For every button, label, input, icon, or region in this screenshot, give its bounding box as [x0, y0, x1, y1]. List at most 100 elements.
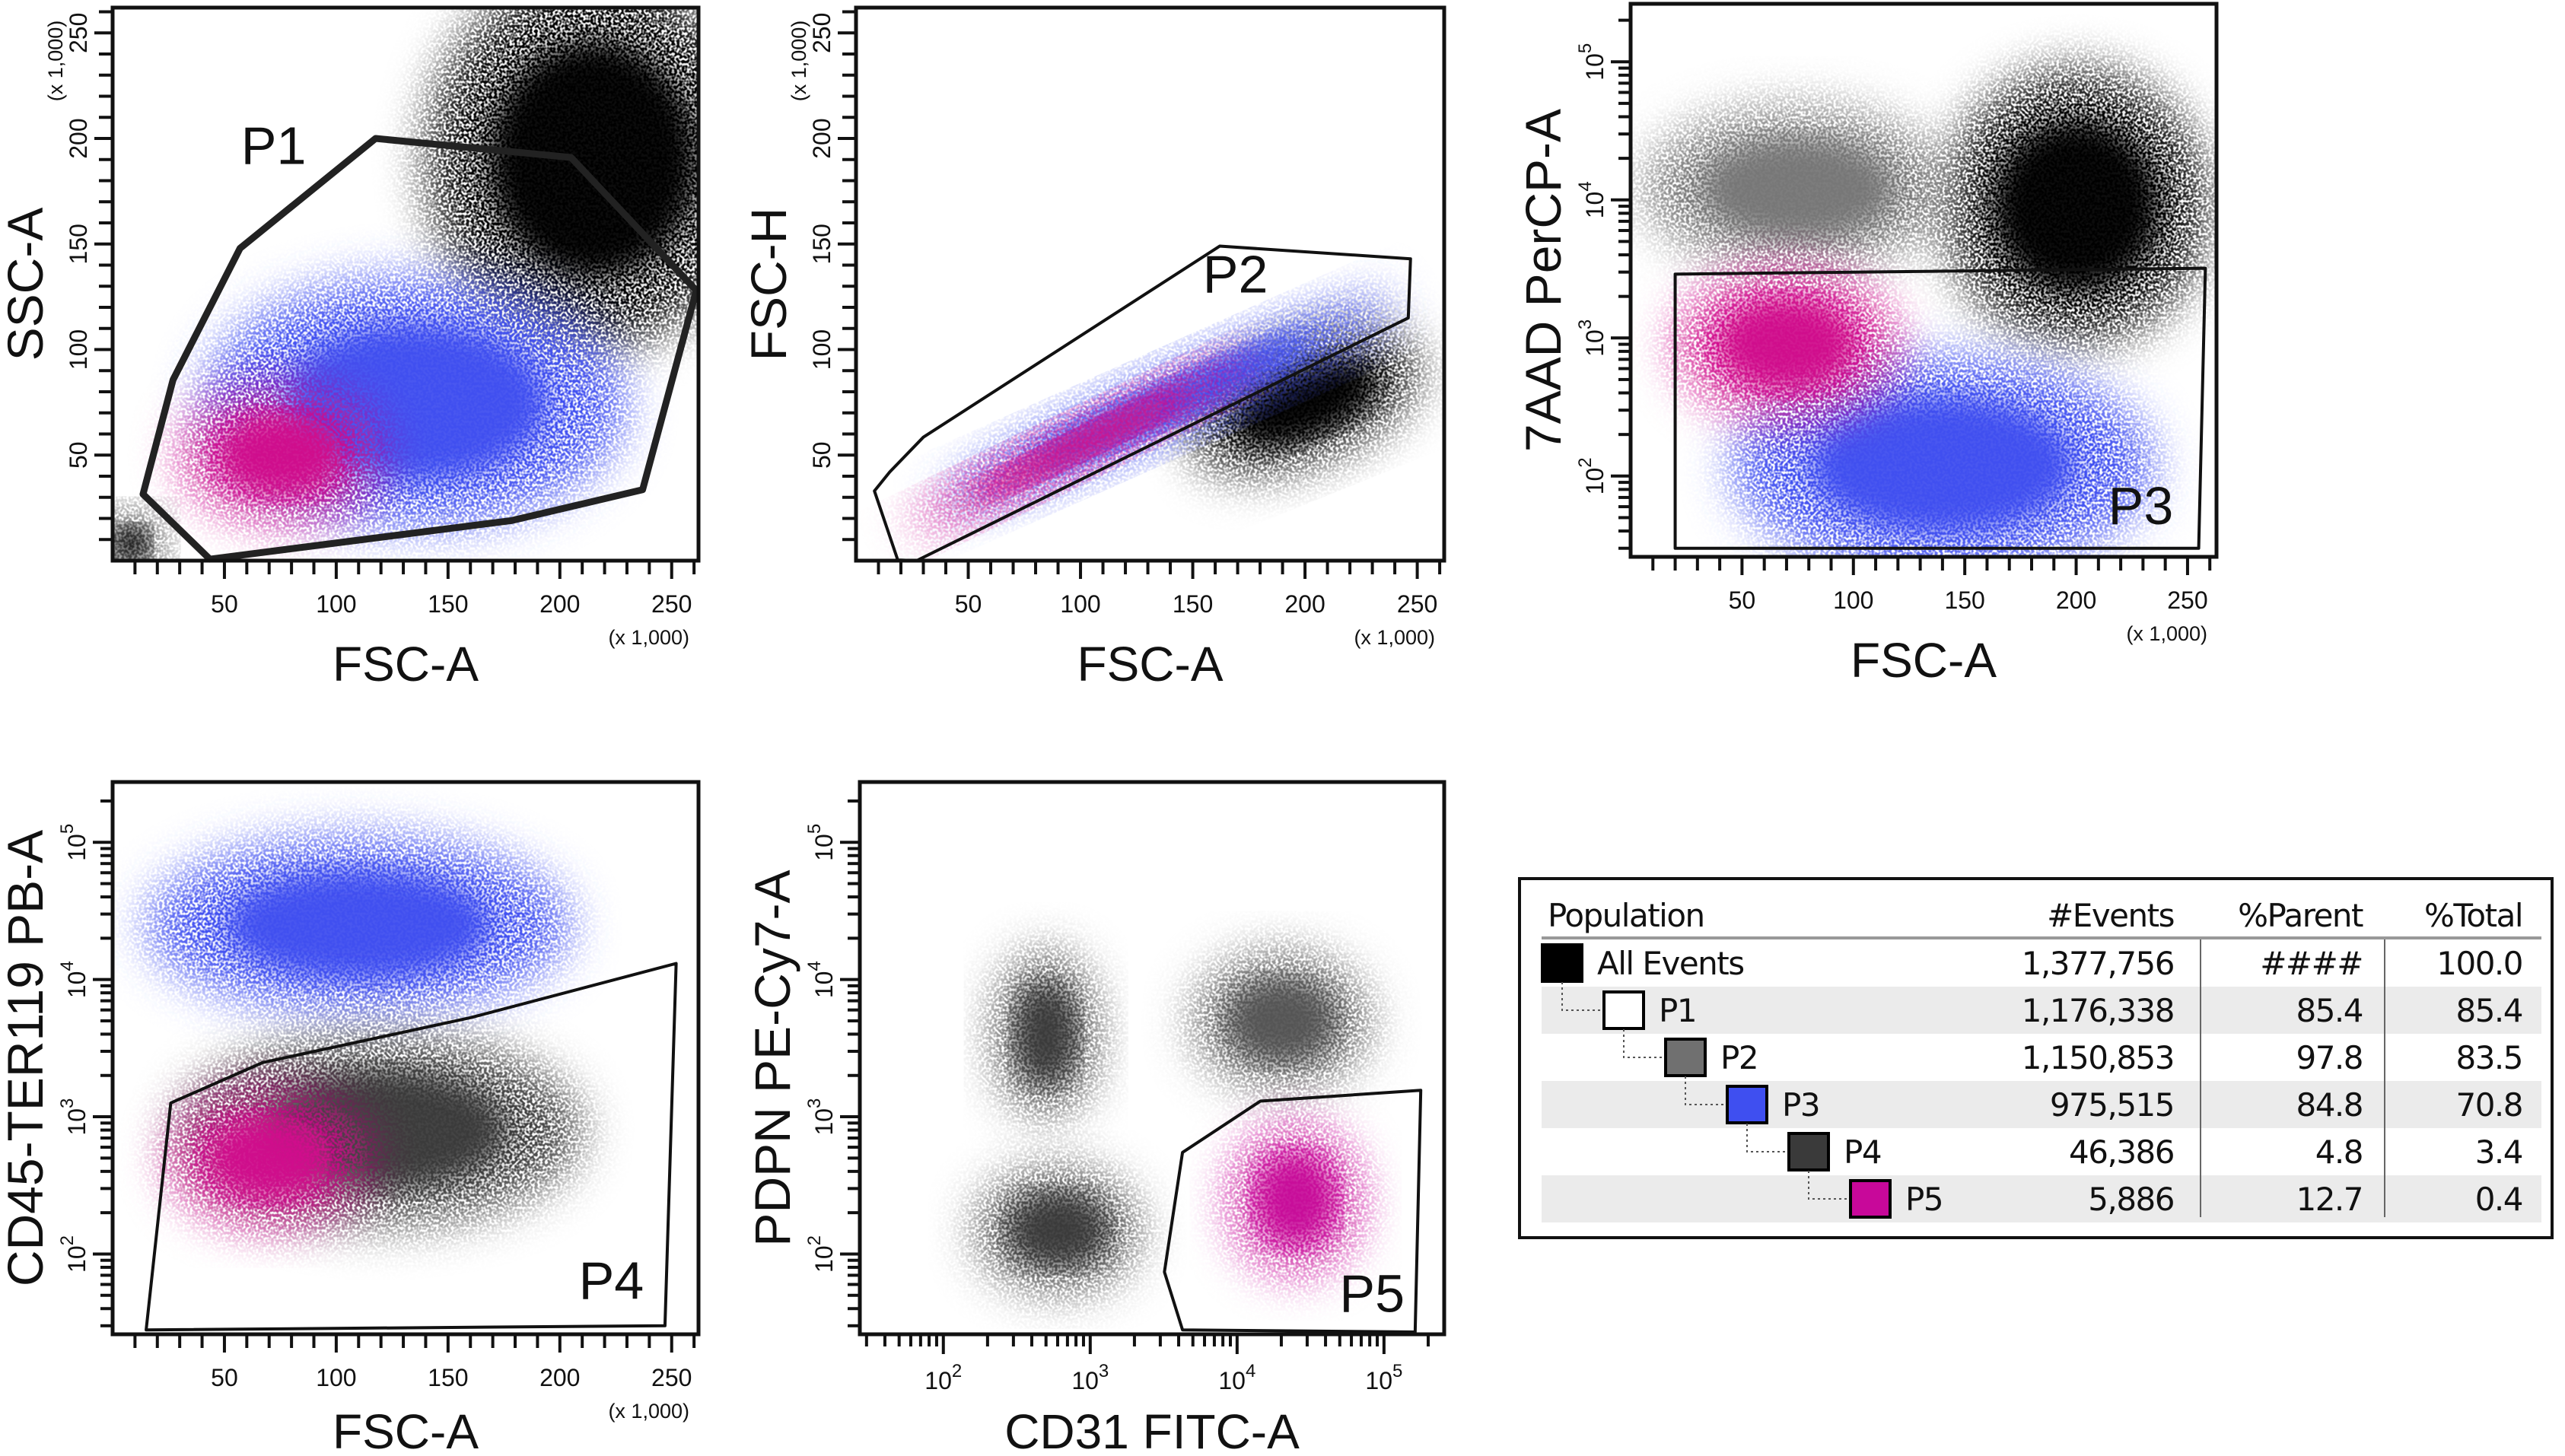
x-tick-label: 250	[2167, 587, 2207, 614]
tree-connector	[1746, 1124, 1789, 1152]
y-tick-label: 150	[808, 224, 835, 264]
percent-total: 100.0	[2436, 945, 2522, 982]
x-tick-label: 50	[211, 1364, 238, 1391]
percent-parent: ####	[2260, 945, 2363, 982]
exponent: 5	[804, 824, 825, 834]
population-core	[113, 525, 151, 561]
plot-frame	[854, 5, 1446, 563]
population-name: P1	[1659, 992, 1696, 1029]
population-core	[1254, 1152, 1337, 1247]
plot-frame	[1628, 2, 2219, 559]
population-name: P3	[1782, 1086, 1819, 1124]
x-multiplier: (x 1,000)	[608, 626, 689, 649]
population-color-swatch	[1602, 990, 1645, 1030]
exponent: 2	[1575, 457, 1596, 467]
y-tick-label: 103	[57, 1098, 91, 1136]
exponent: 3	[1099, 1361, 1109, 1381]
y-tick-label: 104	[1575, 181, 1609, 218]
header-total: %Total	[2424, 897, 2522, 934]
events-count: 975,515	[2050, 1086, 2174, 1124]
population-core	[489, 41, 698, 278]
tree-connector	[1685, 1076, 1727, 1105]
header-events: #Events	[2047, 897, 2174, 934]
population-color-swatch	[1849, 1179, 1892, 1219]
x-tick-label: 200	[2056, 587, 2096, 614]
y-tick-label: 104	[57, 961, 91, 998]
gate-label: P3	[2108, 476, 2174, 536]
scatter-plot-4: P4 50 100 150 200 250 (x 1,000) 102 103 104 105 FSC…	[0, 780, 701, 1456]
exponent: 3	[57, 1098, 78, 1108]
population-core	[1993, 120, 2159, 292]
x-tick-label: 150	[428, 1364, 468, 1391]
exponent: 3	[804, 1098, 825, 1108]
percent-total: 83.5	[2455, 1039, 2522, 1076]
y-multiplier: (x 1,000)	[788, 21, 810, 102]
x-tick-label: 250	[651, 590, 692, 618]
x-tick-label: 150	[428, 590, 468, 618]
event-populations	[976, 952, 1370, 1292]
y-axis-title: 7AAD PerCP-A	[1515, 109, 1571, 452]
population-color-swatch	[1787, 1132, 1830, 1171]
percent-parent: 84.8	[2296, 1086, 2363, 1124]
plots: P1 50 100 150 200 250 (x 1,000) 50 100 150 200 250 (…	[0, 2, 2219, 1456]
population-color-swatch	[1664, 1038, 1707, 1077]
scatter-plot-3: P3 50 100 150 200 250 (x 1,000) 102 103 104 105 FSC…	[1515, 2, 2219, 688]
x-tick-label: 150	[1944, 587, 1984, 614]
event-populations	[1641, 68, 2210, 557]
y-tick-label: 102	[804, 1235, 838, 1273]
events-count: 5,886	[2088, 1181, 2174, 1218]
tree-connector	[1623, 1029, 1666, 1058]
exponent: 5	[57, 824, 78, 834]
y-tick-label: 200	[808, 118, 835, 158]
gate-label: P5	[1339, 1264, 1405, 1323]
x-tick-label: 200	[1284, 590, 1325, 618]
gate-p5	[1163, 1089, 1423, 1334]
x-multiplier: (x 1,000)	[1354, 626, 1435, 649]
x-tick-label: 102	[924, 1361, 962, 1394]
x-axis-title: FSC-A	[333, 1404, 479, 1456]
exponent: 3	[1575, 319, 1596, 329]
events-count: 46,386	[2069, 1133, 2174, 1171]
header-parent: %Parent	[2238, 897, 2363, 934]
y-axis-title: PDPN PE-Cy7-A	[744, 869, 800, 1246]
x-tick-label: 100	[1833, 587, 1873, 614]
x-axis-title: FSC-A	[1077, 637, 1224, 691]
y-tick-label: 102	[1575, 457, 1609, 494]
row-shade	[1542, 1175, 2541, 1222]
population-name: All Events	[1597, 945, 1744, 982]
y-tick-label: 105	[804, 824, 838, 861]
percent-total: 70.8	[2455, 1086, 2522, 1124]
tree-connector	[1561, 982, 1604, 1011]
x-multiplier: (x 1,000)	[2126, 622, 2207, 645]
events-count: 1,377,756	[2022, 945, 2174, 982]
header-population: Population	[1548, 897, 1704, 934]
x-tick-label: 200	[539, 590, 580, 618]
exponent: 5	[1392, 1361, 1402, 1381]
row-shade	[1542, 987, 2541, 1034]
population-core	[1007, 1191, 1108, 1269]
x-tick-label: 100	[1060, 590, 1100, 618]
x-axis-title: CD31 FITC-A	[1004, 1404, 1300, 1456]
exponent: 5	[1575, 43, 1596, 53]
events-count: 1,150,853	[2022, 1039, 2174, 1076]
event-populations	[146, 835, 583, 1227]
y-tick-label: 200	[65, 118, 92, 158]
gate-label: P4	[579, 1251, 644, 1311]
exponent: 4	[57, 961, 78, 971]
population-color-swatch	[1541, 943, 1583, 983]
population-name: P4	[1844, 1133, 1881, 1171]
x-tick-label: 150	[1173, 590, 1213, 618]
plot-frame	[110, 780, 701, 1337]
y-tick-label: 105	[1575, 43, 1609, 81]
exponent: 2	[952, 1361, 962, 1381]
y-axis-title: CD45-TER119 PB-A	[0, 830, 53, 1286]
population-core	[1701, 137, 1895, 240]
x-multiplier: (x 1,000)	[608, 1400, 689, 1423]
y-tick-label: 100	[808, 329, 835, 370]
population-core	[1717, 297, 1856, 392]
x-tick-label: 50	[1729, 587, 1756, 614]
percent-parent: 12.7	[2296, 1181, 2363, 1218]
y-tick-label: 105	[57, 824, 91, 861]
